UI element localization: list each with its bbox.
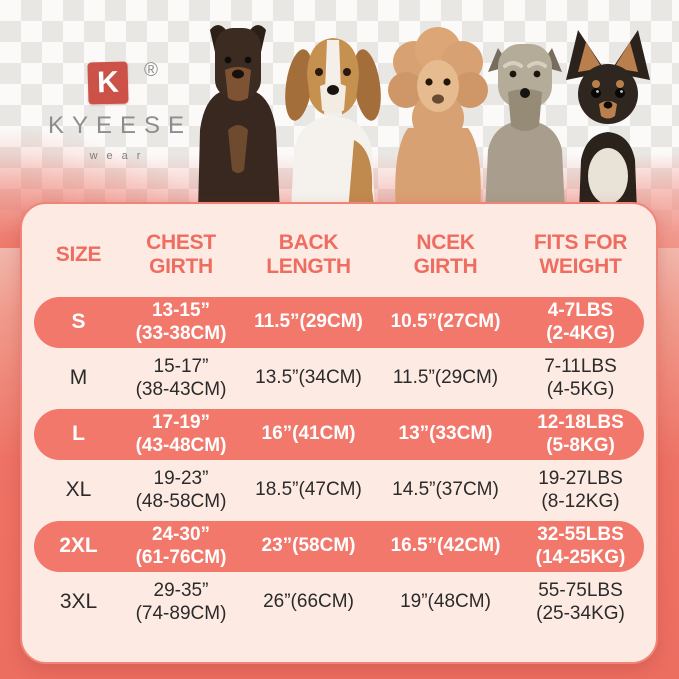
chest-range: 15-17” xyxy=(153,356,209,378)
brand-logo: K ® KYEESE wear xyxy=(40,58,190,173)
dogs-hero-illustration xyxy=(198,25,650,212)
weight-range-kg: (8-12KG) xyxy=(541,490,620,512)
size-cell: S xyxy=(71,310,86,334)
table-header-row: SIZE CHEST GIRTH BACK LENGTH NCEK GIRTH … xyxy=(34,218,644,292)
table-row-s: S 13-15” (33-38CM) 11.5”(29CM) 10.5”(27C… xyxy=(34,297,644,348)
back-cell: 23”(58CM) xyxy=(261,535,356,557)
back-cell: 11.5”(29CM) xyxy=(254,311,363,333)
table-row-3xl: 3XL 29-35” (74-89CM) 26”(66CM) 19”(48CM)… xyxy=(34,577,644,628)
size-cell: 3XL xyxy=(59,590,98,614)
chihuahua-illustration xyxy=(566,30,650,212)
neck-cell: 13”(33CM) xyxy=(398,423,493,445)
chest-range-cm: (38-43CM) xyxy=(135,378,227,400)
beagle-illustration xyxy=(285,38,381,212)
header-chest-line1: CHEST xyxy=(146,230,216,254)
registered-trademark-icon: ® xyxy=(144,60,158,81)
weight-range: 19-27LBS xyxy=(538,468,623,490)
neck-cell: 11.5”(29CM) xyxy=(392,367,499,389)
header-back-length: BACK LENGTH xyxy=(239,231,378,279)
weight-cell: 19-27LBS (8-12KG) xyxy=(513,468,648,512)
neck-cell: 16.5”(42CM) xyxy=(390,535,501,557)
size-cell: 2XL xyxy=(59,534,98,558)
header-weight-line1: FITS FOR xyxy=(533,230,628,254)
chest-cell: 13-15” (33-38CM) xyxy=(123,300,239,344)
back-cell: 16”(41CM) xyxy=(261,423,356,445)
chest-range-cm: (48-58CM) xyxy=(135,490,227,512)
chest-range: 19-23” xyxy=(153,468,209,490)
weight-cell: 55-75LBS (25-34KG) xyxy=(513,580,648,624)
neck-cell: 10.5”(27CM) xyxy=(390,311,501,333)
weight-range-kg: (2-4KG) xyxy=(546,322,615,344)
chest-range-cm: (74-89CM) xyxy=(135,602,227,624)
doberman-illustration xyxy=(198,25,280,212)
chest-range: 17-19” xyxy=(151,412,211,434)
weight-cell: 7-11LBS (4-5KG) xyxy=(513,356,648,400)
header-chest-line2: GIRTH xyxy=(149,255,213,278)
table-row-xl: XL 19-23” (48-58CM) 18.5”(47CM) 14.5”(37… xyxy=(34,465,644,516)
weight-cell: 32-55LBS (14-25KG) xyxy=(513,524,648,568)
size-cell: XL xyxy=(65,478,92,502)
chest-range-cm: (33-38CM) xyxy=(135,322,227,344)
chest-cell: 17-19” (43-48CM) xyxy=(123,412,239,456)
weight-range-kg: (25-34KG) xyxy=(536,602,625,624)
weight-range: 55-75LBS xyxy=(538,580,623,602)
weight-range-kg: (4-5KG) xyxy=(546,378,615,400)
table-row-2xl: 2XL 24-30” (61-76CM) 23”(58CM) 16.5”(42C… xyxy=(34,521,644,572)
header-chest-girth: CHEST GIRTH xyxy=(123,231,239,279)
weight-cell: 4-7LBS (2-4KG) xyxy=(513,300,648,344)
logo-k-icon: K xyxy=(87,61,129,105)
weight-range: 4-7LBS xyxy=(547,300,614,322)
header-back-line1: BACK xyxy=(278,230,339,254)
brand-name: KYEESE xyxy=(48,112,193,139)
header-weight-line2: WEIGHT xyxy=(539,255,622,278)
weight-range: 7-11LBS xyxy=(544,356,617,378)
back-cell: 13.5”(34CM) xyxy=(255,367,362,389)
weight-range-kg: (5-8KG) xyxy=(546,434,615,456)
chest-cell: 19-23” (48-58CM) xyxy=(123,468,239,512)
header-neck-line1: NCEK xyxy=(416,230,475,254)
size-cell: M xyxy=(69,366,88,390)
size-cell: L xyxy=(72,422,85,446)
header-fits-weight: FITS FOR WEIGHT xyxy=(513,231,648,279)
chest-range-cm: (43-48CM) xyxy=(135,434,227,456)
brand-subtitle: wear xyxy=(89,150,150,162)
chest-cell: 29-35” (74-89CM) xyxy=(123,580,239,624)
back-cell: 26”(66CM) xyxy=(263,591,354,613)
back-cell: 18.5”(47CM) xyxy=(255,479,362,501)
weight-range: 32-55LBS xyxy=(537,524,624,546)
chest-range: 13-15” xyxy=(151,300,211,322)
size-chart-card: SIZE CHEST GIRTH BACK LENGTH NCEK GIRTH … xyxy=(20,202,658,664)
chest-cell: 24-30” (61-76CM) xyxy=(123,524,239,568)
header-back-line2: LENGTH xyxy=(266,255,351,278)
neck-cell: 19”(48CM) xyxy=(400,591,491,613)
header-neck-line2: GIRTH xyxy=(413,255,478,278)
chest-cell: 15-17” (38-43CM) xyxy=(123,356,239,400)
chest-range: 24-30” xyxy=(151,524,211,546)
weight-range: 12-18LBS xyxy=(537,412,624,434)
table-row-m: M 15-17” (38-43CM) 13.5”(34CM) 11.5”(29C… xyxy=(34,353,644,404)
header-size-line1: SIZE xyxy=(55,242,102,266)
weight-range-kg: (14-25KG) xyxy=(535,546,626,568)
weight-cell: 12-18LBS (5-8KG) xyxy=(513,412,648,456)
chest-range: 29-35” xyxy=(153,580,209,602)
poodle-illustration xyxy=(388,27,488,212)
header-neck-girth: NCEK GIRTH xyxy=(378,231,513,279)
header-size: SIZE xyxy=(34,243,123,267)
table-row-l: L 17-19” (43-48CM) 16”(41CM) 13”(33CM) 1… xyxy=(34,409,644,460)
schnauzer-illustration xyxy=(485,44,565,212)
neck-cell: 14.5”(37CM) xyxy=(392,479,499,501)
chest-range-cm: (61-76CM) xyxy=(135,546,227,568)
